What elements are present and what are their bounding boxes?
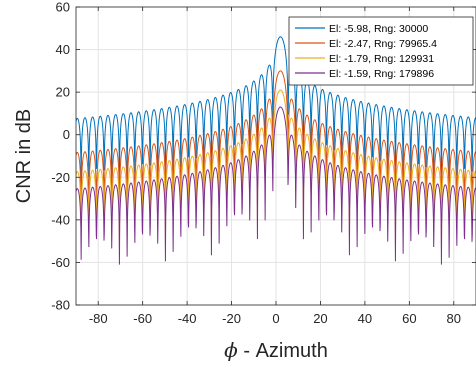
series-group: [76, 36, 476, 265]
x-axis-label-text: - Azimuth: [238, 340, 328, 362]
y-tick-label-6: 40: [56, 42, 70, 57]
y-tick-label-5: 20: [56, 85, 70, 100]
legend-entry-2: El: -1.79, Rng: 129931: [329, 53, 434, 65]
legend-entry-1: El: -2.47, Rng: 79965.4: [329, 38, 437, 50]
y-axis-label: CNR in dB: [13, 109, 35, 203]
x-axis-label: ϕ - Azimuth: [224, 338, 328, 362]
y-tick-label-2: -40: [51, 212, 70, 227]
legend-entry-3: El: -1.59, Rng: 179896: [329, 68, 434, 80]
legend-entry-0: El: -5.98, Rng: 30000: [329, 23, 428, 35]
x-tick-label-2: -40: [178, 311, 197, 326]
x-tick-label-0: -80: [89, 311, 108, 326]
y-tick-label-4: 0: [63, 127, 70, 142]
y-tick-label-0: -80: [51, 298, 70, 313]
x-tick-label-6: 40: [358, 311, 372, 326]
x-tick-label-8: 80: [447, 311, 461, 326]
y-tick-label-3: -20: [51, 170, 70, 185]
x-tick-label-1: -60: [133, 311, 152, 326]
x-axis-label-symbol: ϕ: [224, 338, 238, 362]
y-tick-label-1: -60: [51, 255, 70, 270]
y-tick-label-7: 60: [56, 0, 70, 15]
x-tick-label-7: 60: [402, 311, 416, 326]
x-tick-label-3: -20: [222, 311, 241, 326]
x-tick-label-5: 20: [313, 311, 327, 326]
series-line-3: [76, 106, 476, 265]
ticks: -80 -60 -40 -20 0 20 40 60 80 -80 -60 -40 -20 0 20 40 60: [51, 0, 476, 326]
legend: El: -5.98, Rng: 30000 El: -2.47, Rng: 799…: [288, 16, 474, 86]
series-line-0: [76, 36, 476, 195]
x-tick-label-4: 0: [272, 311, 279, 326]
